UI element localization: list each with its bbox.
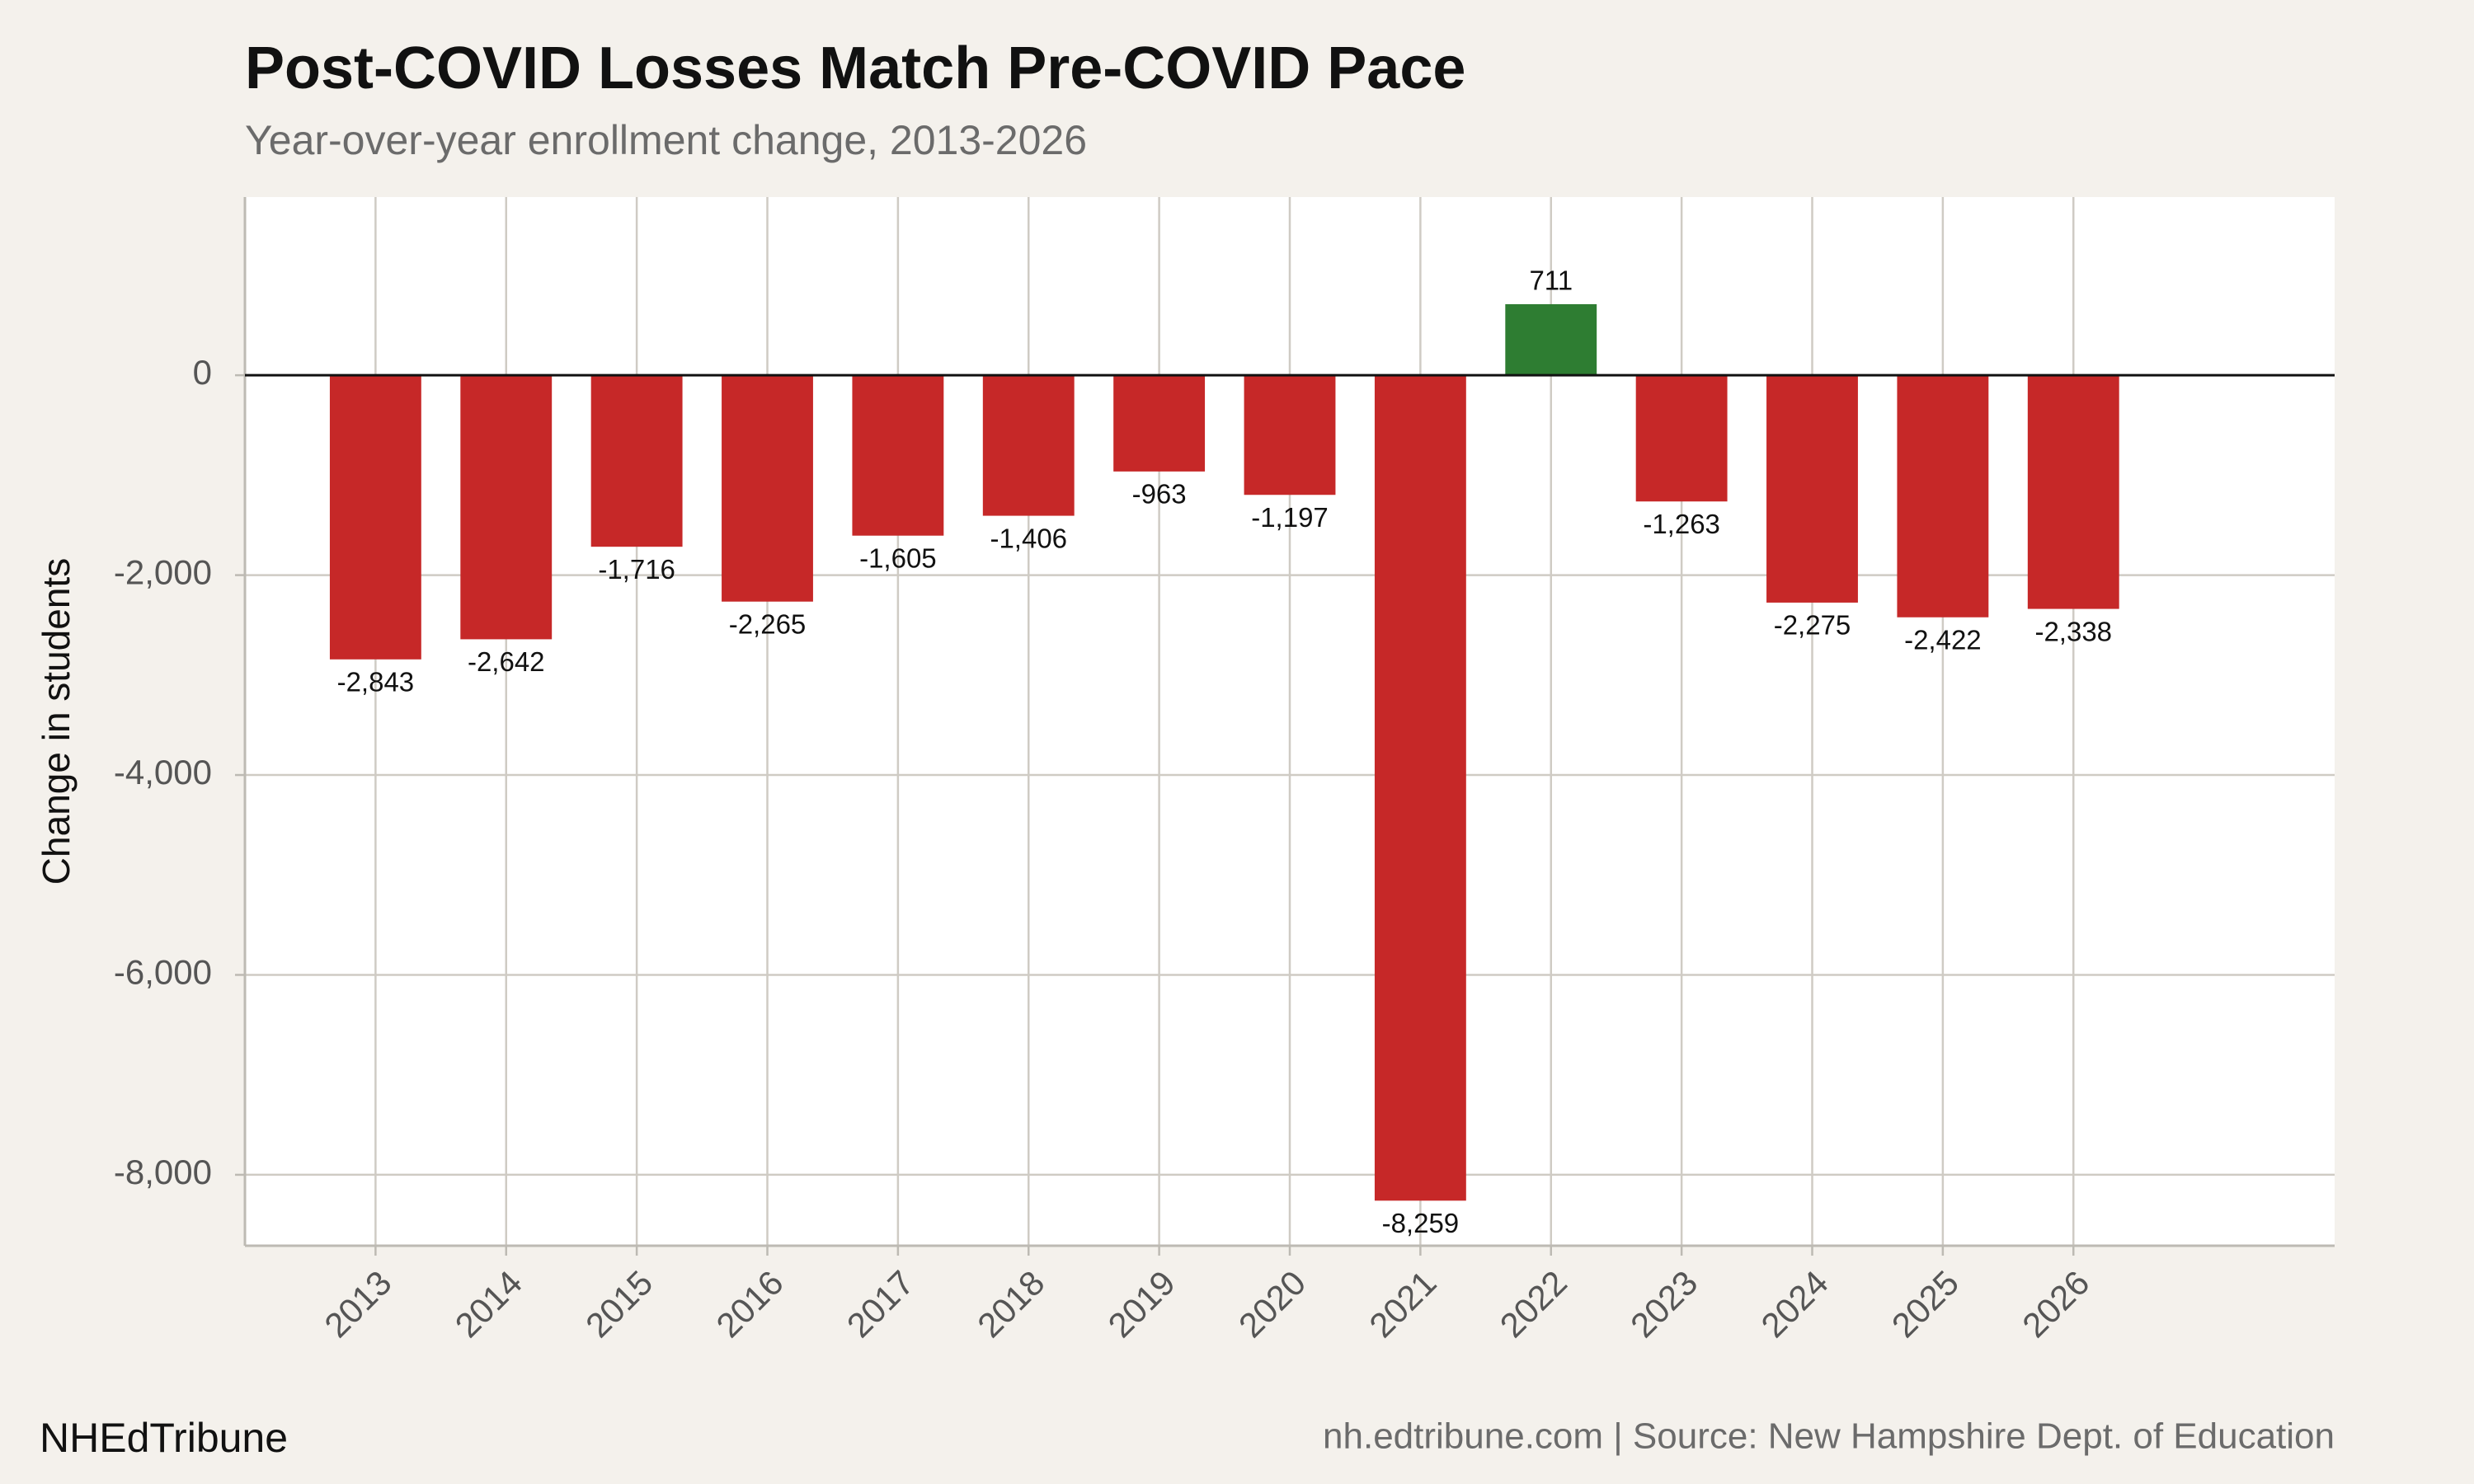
data-label: -2,338 <box>2034 616 2112 646</box>
data-label: -1,263 <box>1643 509 1720 539</box>
y-tick-label: -2,000 <box>114 553 212 592</box>
chart-title: Post-COVID Losses Match Pre-COVID Pace <box>245 35 1465 101</box>
bar <box>1766 375 1858 603</box>
data-label: -8,259 <box>1382 1208 1460 1238</box>
y-tick-label: -4,000 <box>114 753 212 791</box>
brand: NHEdTribune <box>40 1415 288 1461</box>
bar <box>1113 375 1206 472</box>
chart-subtitle: Year-over-year enrollment change, 2013-2… <box>245 117 1087 163</box>
bar <box>1897 375 1989 618</box>
bar <box>722 375 813 602</box>
y-tick-label: 0 <box>193 353 212 392</box>
y-axis-label: Change in students <box>35 558 78 885</box>
bar <box>1635 375 1728 502</box>
y-tick-label: -8,000 <box>114 1153 212 1191</box>
bar <box>590 375 683 547</box>
bar <box>1374 375 1466 1201</box>
source-note: nh.edtribune.com | Source: New Hampshire… <box>1323 1416 2335 1457</box>
bar <box>2027 375 2119 609</box>
data-label: -963 <box>1132 479 1187 510</box>
data-label: -2,422 <box>1904 624 1982 655</box>
bar <box>852 375 944 536</box>
bar <box>1505 303 1597 376</box>
data-label: 711 <box>1529 265 1573 296</box>
data-label: -1,406 <box>990 523 1067 553</box>
data-label: -2,642 <box>468 646 545 677</box>
data-label: -2,843 <box>337 666 415 697</box>
bar <box>1244 375 1336 495</box>
data-label: -1,605 <box>859 542 937 573</box>
data-label: -2,275 <box>1774 610 1851 641</box>
data-label: -1,716 <box>598 554 675 585</box>
bar <box>982 375 1075 516</box>
data-label: -2,265 <box>729 608 807 639</box>
y-tick-label: -6,000 <box>114 953 212 992</box>
bar <box>329 375 421 660</box>
data-label: -1,197 <box>1251 502 1329 533</box>
bar <box>460 375 553 640</box>
